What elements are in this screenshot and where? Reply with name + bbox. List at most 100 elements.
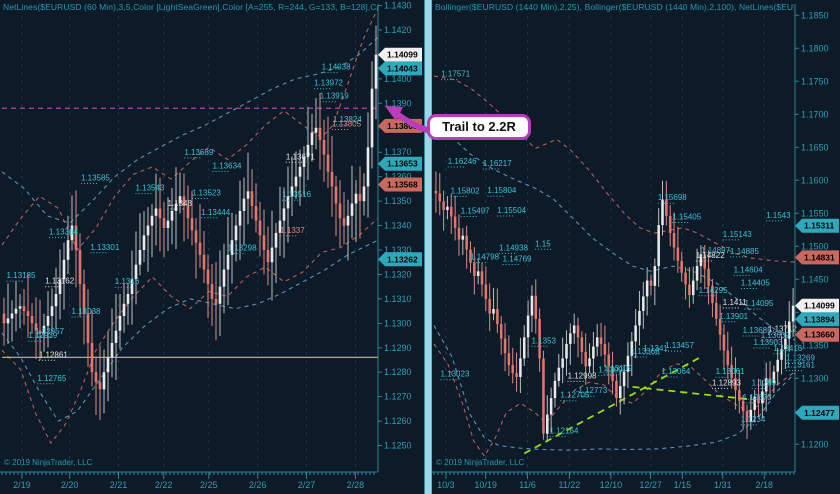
svg-text:1.1600: 1.1600 <box>801 175 829 185</box>
svg-text:1.1400: 1.1400 <box>384 74 412 84</box>
svg-text:1.13653: 1.13653 <box>387 159 418 169</box>
svg-text:12/10: 12/10 <box>600 480 623 490</box>
price-marker: 1.15311 <box>795 218 839 233</box>
svg-text:1.16246: 1.16246 <box>448 157 477 166</box>
svg-text:1.1450: 1.1450 <box>801 274 829 284</box>
svg-text:1.15802: 1.15802 <box>451 186 480 195</box>
svg-text:1.1260: 1.1260 <box>384 416 412 426</box>
svg-text:1.13671: 1.13671 <box>286 152 315 161</box>
svg-text:1.17571: 1.17571 <box>441 70 470 79</box>
svg-text:1.1350: 1.1350 <box>801 340 829 350</box>
svg-text:1.15698: 1.15698 <box>658 193 687 202</box>
svg-text:1.1750: 1.1750 <box>801 76 829 86</box>
svg-text:1.13919: 1.13919 <box>320 92 349 101</box>
svg-text:1.13416: 1.13416 <box>773 344 802 353</box>
svg-text:1.12861: 1.12861 <box>39 350 68 359</box>
svg-text:1.13585: 1.13585 <box>81 173 110 182</box>
svg-text:1.14831: 1.14831 <box>804 252 835 262</box>
svg-text:1.15497: 1.15497 <box>461 206 490 215</box>
chart-canvas-1440min: 1.17571 1.16246 1.16217 1.15802 1.15804 1.154… <box>432 4 839 490</box>
svg-text:1.13298: 1.13298 <box>228 243 257 252</box>
svg-text:1.12164: 1.12164 <box>550 426 579 435</box>
svg-text:1.13712: 1.13712 <box>768 324 797 333</box>
panel-divider[interactable] <box>424 0 432 494</box>
price-marker: 1.13568 <box>378 177 422 192</box>
copyright-1440min: © 2019 NinjaTrader, LLC <box>436 458 525 467</box>
svg-text:1.1550: 1.1550 <box>801 208 829 218</box>
trend-lines[interactable] <box>523 357 750 455</box>
svg-text:1.13262: 1.13262 <box>387 254 418 264</box>
svg-text:1.14043: 1.14043 <box>387 63 418 73</box>
svg-text:2/22: 2/22 <box>155 480 173 490</box>
svg-text:1.13109: 1.13109 <box>604 364 633 373</box>
time-axis[interactable]: 10/3 10/19 11/6 11/22 12/10 12/27 1/15 1/31 2/18 <box>432 471 795 490</box>
indicator-header-60min: NetLines($EURUSD (60 Min),3,5,Color [Lig… <box>3 2 378 12</box>
svg-text:1.15804: 1.15804 <box>487 186 516 195</box>
svg-text:1.1850: 1.1850 <box>801 10 829 20</box>
svg-text:1.14038: 1.14038 <box>322 63 351 72</box>
chart-panel-1440min[interactable]: 1.17571 1.16246 1.16217 1.15802 1.15804 1.154… <box>432 0 840 494</box>
svg-text:10/19: 10/19 <box>474 480 497 490</box>
svg-text:1.15: 1.15 <box>535 239 551 248</box>
price-marker: 1.14043 <box>378 61 422 76</box>
svg-text:1.1234: 1.1234 <box>741 415 766 424</box>
svg-text:1.1330: 1.1330 <box>384 245 412 255</box>
candles-group <box>434 171 795 443</box>
svg-text:1.13972: 1.13972 <box>314 79 343 88</box>
price-marker: 1.13808 <box>378 118 422 133</box>
svg-text:1.16217: 1.16217 <box>483 159 512 168</box>
svg-text:1.1340: 1.1340 <box>384 221 412 231</box>
svg-text:1.1320: 1.1320 <box>384 269 412 279</box>
svg-text:1.13185: 1.13185 <box>7 271 36 280</box>
svg-text:1/31: 1/31 <box>714 480 732 490</box>
svg-text:1.13457: 1.13457 <box>665 341 694 350</box>
svg-text:11/22: 11/22 <box>558 480 580 490</box>
svg-text:1.1543: 1.1543 <box>766 211 791 220</box>
svg-text:1.13901: 1.13901 <box>719 312 748 321</box>
svg-text:1.1200: 1.1200 <box>801 439 829 449</box>
grid-lines <box>445 8 765 471</box>
svg-text:1.1430: 1.1430 <box>384 1 412 11</box>
svg-text:1.1289: 1.1289 <box>752 379 777 388</box>
price-marker: 1.13894 <box>795 312 839 327</box>
svg-text:12/27: 12/27 <box>639 480 662 490</box>
svg-text:1.13634: 1.13634 <box>213 161 242 170</box>
svg-text:1.12939: 1.12939 <box>28 331 57 340</box>
svg-text:1.14897: 1.14897 <box>701 246 730 255</box>
svg-text:1.13269: 1.13269 <box>786 354 815 363</box>
price-marker: 1.14831 <box>795 250 839 265</box>
svg-text:1.12705: 1.12705 <box>560 391 589 400</box>
svg-text:1.12773: 1.12773 <box>578 386 607 395</box>
svg-text:1.13503: 1.13503 <box>753 338 782 347</box>
svg-text:1.12998: 1.12998 <box>568 371 597 380</box>
svg-text:2/27: 2/27 <box>298 480 316 490</box>
svg-text:1.14885: 1.14885 <box>730 247 759 256</box>
svg-text:1.14769: 1.14769 <box>503 255 532 264</box>
svg-text:1.13824: 1.13824 <box>333 115 362 124</box>
svg-text:1.13444: 1.13444 <box>201 208 230 217</box>
svg-text:1.15311: 1.15311 <box>804 221 835 231</box>
svg-text:1.1420: 1.1420 <box>384 25 412 35</box>
svg-text:1.13543: 1.13543 <box>135 184 164 193</box>
svg-text:1.14095: 1.14095 <box>744 299 773 308</box>
chart-panel-60min[interactable]: 1.13185 1.13162 1.12957 1.12939 1.12861 1.127… <box>0 0 424 494</box>
svg-text:1.12673: 1.12673 <box>743 393 772 402</box>
price-marker: 1.14099 <box>378 47 422 62</box>
svg-text:1.1348: 1.1348 <box>167 199 192 208</box>
price-marker: 1.13262 <box>378 252 422 267</box>
svg-text:1.13301: 1.13301 <box>90 243 119 252</box>
svg-text:1.13805: 1.13805 <box>332 120 361 129</box>
svg-text:1.1341: 1.1341 <box>643 344 668 353</box>
svg-text:1.1270: 1.1270 <box>384 392 412 402</box>
price-axis[interactable]: 1.1850 1.1800 1.1750 1.1700 1.1650 1.1600 1.15… <box>794 4 829 472</box>
svg-text:1.1250: 1.1250 <box>384 441 412 451</box>
trade-annotation[interactable]: Trail to 2.2R <box>427 114 531 140</box>
svg-text:1.14099: 1.14099 <box>804 301 835 311</box>
svg-text:1.13023: 1.13023 <box>440 370 469 379</box>
copyright-60min: © 2019 NinjaTrader, LLC <box>4 458 93 467</box>
svg-text:1.14405: 1.14405 <box>741 279 770 288</box>
time-axis[interactable]: 2/19 2/20 2/21 2/22 2/25 2/26 2/27 2/28 <box>0 471 378 490</box>
